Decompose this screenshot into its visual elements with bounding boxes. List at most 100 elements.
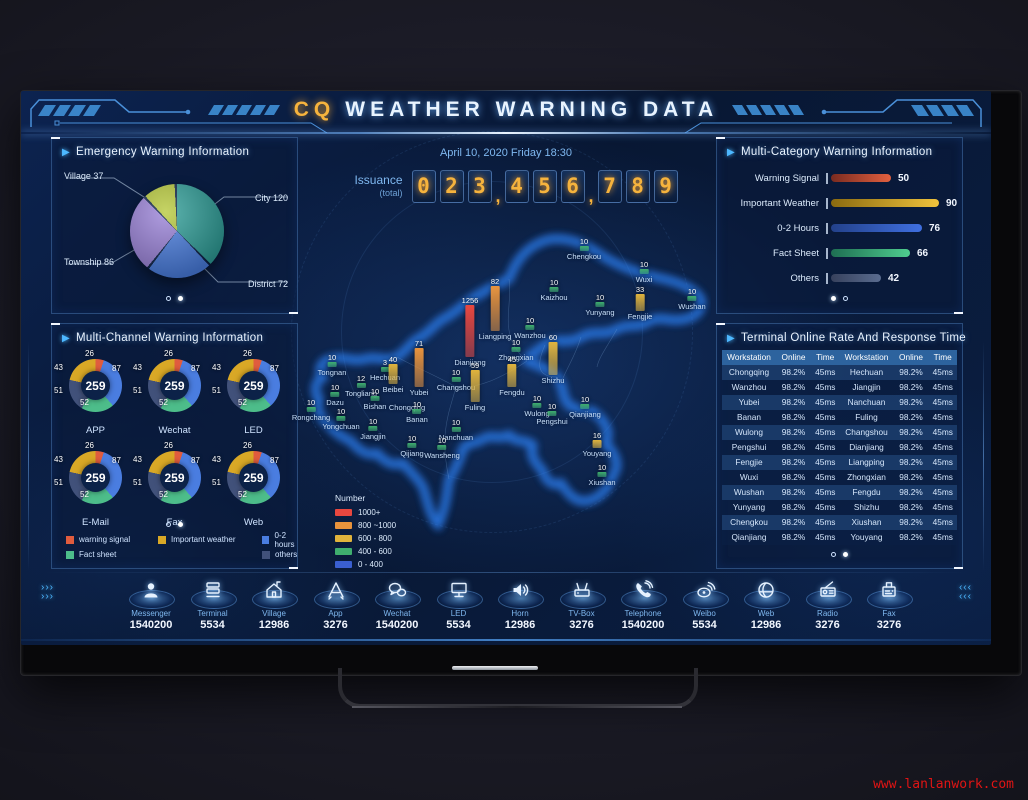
region-name: Changshou xyxy=(436,383,476,392)
region-bar xyxy=(525,325,535,330)
stat-label: Fax xyxy=(882,609,896,618)
map-legend-swatch xyxy=(335,535,352,542)
region-name: Tongliang xyxy=(344,389,378,398)
terminal-dot-2[interactable] xyxy=(843,552,848,557)
map-legend-label: 800 ~1000 xyxy=(358,521,397,530)
table-cell: 98.2% xyxy=(776,530,811,545)
donut-app: 26 87 52 51 43 259 APP xyxy=(54,349,135,444)
donut-web: 26 87 52 51 43 259 Web xyxy=(212,441,293,536)
region-value: 10 xyxy=(451,368,461,377)
bar-track xyxy=(831,174,891,182)
table-cell: Liangping xyxy=(839,455,894,470)
region-value: 10 xyxy=(412,400,422,409)
map-legend-item: 600 - 800 xyxy=(335,532,396,545)
bar-track xyxy=(831,224,922,232)
donut-segment-value: 51 xyxy=(212,478,221,487)
table-cell: 45ms xyxy=(811,395,840,410)
channel-dot-2[interactable] xyxy=(178,522,183,527)
donut-segment-value: 51 xyxy=(133,478,142,487)
stat-label: Telephone xyxy=(624,609,662,618)
stat-value: 3276 xyxy=(876,619,902,631)
donut-e-mail: 26 87 52 51 43 259 E-Mail xyxy=(54,441,135,536)
channel-dot-1[interactable] xyxy=(166,522,171,527)
donut-segment-value: 26 xyxy=(85,441,94,450)
table-cell: 98.2% xyxy=(893,455,929,470)
donut-total: 259 xyxy=(164,470,185,485)
region-value: 10 xyxy=(532,394,542,403)
issuance-label: Issuance xyxy=(354,173,403,188)
region-value: 45 xyxy=(507,355,517,364)
table-cell: 98.2% xyxy=(776,395,811,410)
map-region-wuxi: 10 Wuxi xyxy=(636,261,653,285)
table-cell: Wanzhou xyxy=(722,380,776,395)
terminal-table: Workstation Online Time Workstation Online Ti… xyxy=(722,350,957,545)
map-legend-label: 0 - 400 xyxy=(358,560,383,569)
region-name: Kaizhou xyxy=(540,293,568,302)
table-cell: 45ms xyxy=(811,500,840,515)
donut-segment-value: 43 xyxy=(212,455,221,464)
stat-value: 12986 xyxy=(258,619,290,631)
map-legend-swatch xyxy=(335,548,352,555)
category-dot-2[interactable] xyxy=(843,296,848,301)
donut-segment-value: 26 xyxy=(164,441,173,450)
bar-track xyxy=(831,199,939,207)
emergency-dot-1[interactable] xyxy=(166,296,171,301)
region-name: Youyang xyxy=(582,449,612,458)
panel-title: Multi-Channel Warning Information xyxy=(76,332,264,344)
region-value: 10 xyxy=(580,395,590,404)
region-value: 71 xyxy=(414,339,424,348)
stat-weibo: Weibo 5534 xyxy=(677,578,733,631)
panel-title: Multi-Category Warning Information xyxy=(741,146,933,158)
region-name: Fuling xyxy=(464,403,486,412)
region-name: Hechuan xyxy=(369,373,401,382)
region-name: Fengdu xyxy=(499,388,525,397)
map-region-chengkou: 10 Chengkou xyxy=(567,238,601,262)
map-region-kaizhou: 10 Kaizhou xyxy=(540,279,568,303)
header-decoration-right xyxy=(684,99,982,133)
legend-swatch xyxy=(66,550,74,559)
digit-cell: 0 xyxy=(411,170,436,203)
stat-app: App 3276 xyxy=(308,578,364,631)
region-bar xyxy=(490,286,500,331)
table-cell: 45ms xyxy=(811,425,840,440)
region-name: Xiushan xyxy=(588,478,616,487)
bar-label: Others xyxy=(790,272,819,284)
table-cell: Qianjiang xyxy=(722,530,776,545)
table-cell: Wushan xyxy=(722,485,776,500)
emergency-dot-2[interactable] xyxy=(178,296,183,301)
stat-label: App xyxy=(328,609,343,618)
map-legend-item: 400 - 600 xyxy=(335,545,396,558)
terminal-dot-1[interactable] xyxy=(831,552,836,557)
region-name: Wulong xyxy=(524,409,550,418)
map-region-bishan: 10 Bishan xyxy=(364,388,387,412)
horn-icon xyxy=(492,578,548,605)
panel-emergency-warning: ▶ Emergency Warning Information Village 3… xyxy=(51,137,298,314)
table-cell: 98.2% xyxy=(776,485,811,500)
legend-label: Fact sheet xyxy=(79,550,117,559)
stat-value: 3276 xyxy=(815,619,840,631)
stat-label: Terminal xyxy=(197,609,228,618)
category-bar-row: Others 42 xyxy=(717,268,962,288)
tvbox-icon xyxy=(554,578,610,605)
table-cell: 45ms xyxy=(811,380,840,395)
table-cell: 98.2% xyxy=(893,530,929,545)
region-name: Zhongxian xyxy=(498,353,534,362)
legend-item: warning signal xyxy=(66,535,158,544)
table-cell: Wulong xyxy=(722,425,776,440)
stat-label: LED xyxy=(450,609,467,618)
panel-multi-category: ▶ Multi-Category Warning Information Warn… xyxy=(716,137,963,314)
table-cell: 98.2% xyxy=(893,395,929,410)
map-legend-label: 400 - 600 xyxy=(358,547,392,556)
map-legend-item: 1000+ xyxy=(335,506,396,519)
category-dot-1[interactable] xyxy=(831,296,836,301)
map-legend-title: Number xyxy=(335,493,366,503)
icon-platform xyxy=(252,590,298,609)
map-region-beibei: 40 Beibei xyxy=(383,356,404,395)
table-cell: Yunyang xyxy=(722,500,776,515)
stat-value: 3276 xyxy=(569,619,594,631)
donut-ring xyxy=(148,451,201,504)
region-name: Yubei xyxy=(409,388,429,397)
bar-label: Fact Sheet xyxy=(773,247,819,259)
messenger-icon xyxy=(123,578,179,605)
stat-village: Village 12986 xyxy=(246,578,302,631)
